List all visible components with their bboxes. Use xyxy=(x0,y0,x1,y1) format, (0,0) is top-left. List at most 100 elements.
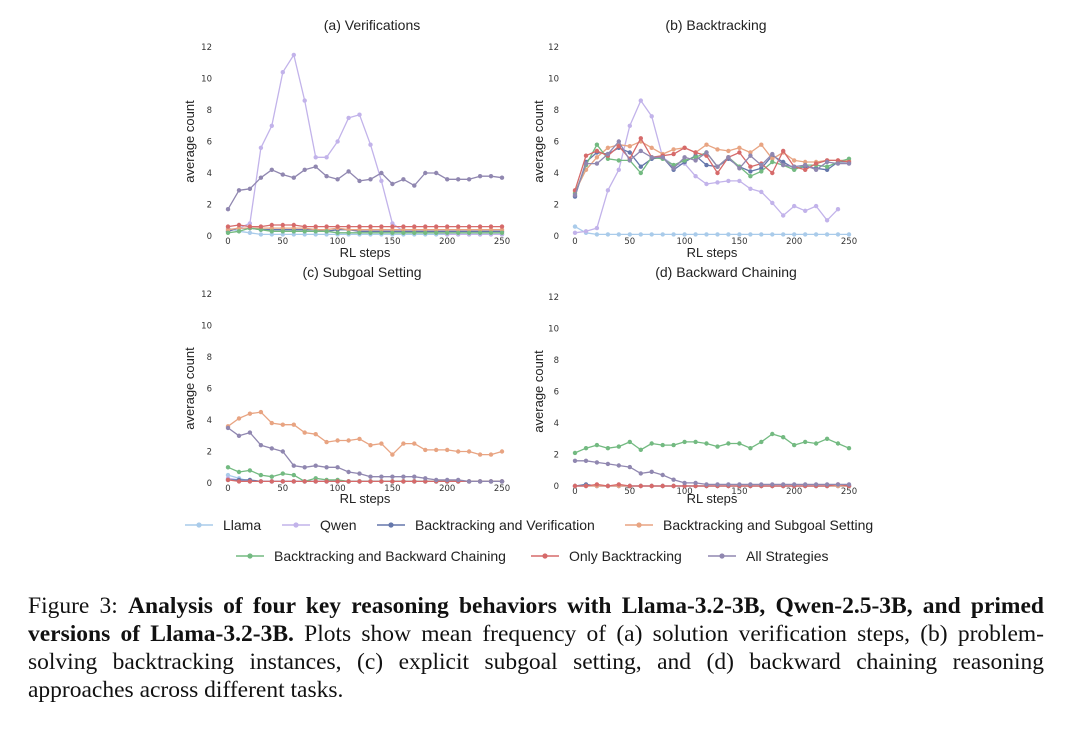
data-point xyxy=(499,230,505,235)
data-point xyxy=(390,181,395,187)
data-point xyxy=(313,432,318,437)
data-point xyxy=(671,477,676,482)
data-point xyxy=(291,232,296,237)
data-point xyxy=(649,145,654,150)
data-point xyxy=(649,469,654,474)
x-tick-label: 0 xyxy=(225,237,230,247)
data-point xyxy=(291,222,296,228)
data-point xyxy=(671,442,676,448)
x-tick-label: 50 xyxy=(277,484,288,494)
data-point xyxy=(846,232,852,237)
data-point xyxy=(302,232,307,237)
data-point xyxy=(258,409,264,415)
x-tick-label: 0 xyxy=(572,487,577,497)
data-point xyxy=(770,151,775,157)
x-tick-label: 150 xyxy=(731,237,747,247)
data-point xyxy=(445,224,450,229)
data-point xyxy=(572,192,578,198)
data-point xyxy=(572,230,578,235)
data-point xyxy=(291,422,296,427)
data-point xyxy=(269,420,274,426)
legend-label: Llama xyxy=(223,517,261,533)
data-point xyxy=(759,439,764,445)
legend-item-qwen: Qwen xyxy=(282,517,357,533)
x-tick-label: 150 xyxy=(731,487,747,497)
data-point xyxy=(715,180,720,185)
data-point xyxy=(835,207,841,212)
x-tick-label: 100 xyxy=(676,237,692,247)
data-point xyxy=(368,142,373,147)
data-point xyxy=(499,224,505,229)
x-axis-label: RL steps xyxy=(687,491,738,506)
data-point xyxy=(280,422,285,427)
data-point xyxy=(846,482,852,487)
data-point xyxy=(605,446,611,451)
x-tick-label: 250 xyxy=(841,487,857,497)
data-point xyxy=(583,161,589,166)
y-tick-label: 0 xyxy=(554,482,559,492)
data-point xyxy=(715,232,720,237)
data-point xyxy=(693,155,698,160)
data-point xyxy=(466,224,472,229)
data-point xyxy=(488,452,494,457)
y-tick-label: 10 xyxy=(201,75,212,85)
data-point xyxy=(792,203,797,209)
data-point xyxy=(803,167,808,172)
data-point xyxy=(770,431,775,437)
data-point xyxy=(445,227,450,232)
data-point xyxy=(280,172,285,177)
data-point xyxy=(291,175,296,180)
data-point xyxy=(390,224,395,229)
data-point xyxy=(258,232,264,237)
data-point xyxy=(247,479,253,484)
data-point xyxy=(704,181,709,187)
x-tick-label: 50 xyxy=(624,487,635,497)
data-point xyxy=(704,142,709,147)
data-point xyxy=(693,174,698,179)
data-point xyxy=(488,224,494,229)
data-point xyxy=(357,230,362,235)
data-point xyxy=(488,174,494,179)
data-point xyxy=(572,224,578,229)
series-line xyxy=(227,227,502,234)
data-point xyxy=(737,178,742,184)
data-point xyxy=(616,167,621,172)
series-line xyxy=(574,144,850,194)
data-point xyxy=(379,479,384,484)
data-point xyxy=(247,411,253,416)
y-tick-label: 6 xyxy=(207,138,212,148)
data-point xyxy=(770,156,775,161)
data-point xyxy=(660,232,665,237)
data-point xyxy=(225,224,231,229)
data-point xyxy=(236,188,242,193)
data-point xyxy=(693,158,698,163)
data-point xyxy=(605,232,611,237)
data-point xyxy=(704,150,709,155)
data-point xyxy=(813,232,819,237)
data-point xyxy=(704,232,709,237)
data-point xyxy=(594,148,600,154)
data-point xyxy=(225,425,231,431)
data-point xyxy=(335,465,340,470)
data-point xyxy=(594,161,600,166)
x-tick-label: 250 xyxy=(494,484,510,494)
data-point xyxy=(346,479,351,484)
data-point xyxy=(477,224,483,229)
data-point xyxy=(605,461,611,467)
data-point xyxy=(456,227,461,232)
data-point xyxy=(291,52,296,58)
data-point xyxy=(682,155,687,160)
panel-c-subgoal-setting: (c) Subgoal Setting average count RL steps… xyxy=(182,264,510,506)
y-tick-label: 10 xyxy=(201,322,212,332)
data-point xyxy=(258,443,264,448)
data-point xyxy=(824,436,830,441)
data-point xyxy=(346,438,351,443)
data-point xyxy=(335,224,340,229)
data-point xyxy=(759,232,764,237)
data-point xyxy=(781,232,786,237)
data-point xyxy=(792,158,797,163)
data-point xyxy=(835,482,841,487)
y-tick-label: 6 xyxy=(207,385,212,395)
x-tick-label: 200 xyxy=(786,237,802,247)
data-point xyxy=(660,155,665,160)
